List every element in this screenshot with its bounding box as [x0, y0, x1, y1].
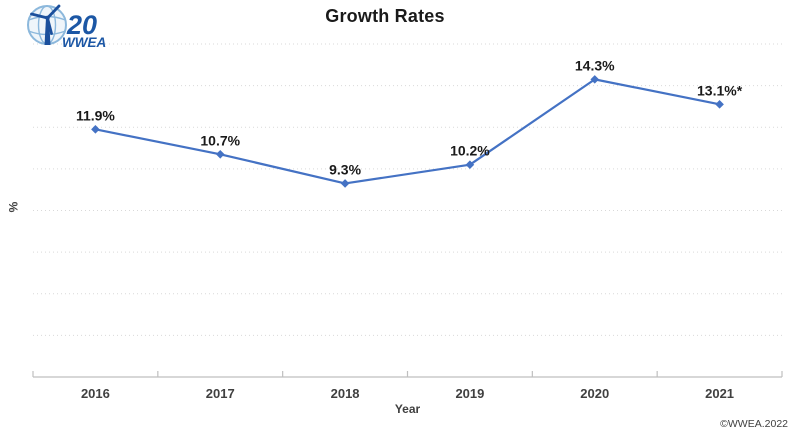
data-point-label-2016: 11.9% [76, 107, 115, 123]
data-point-label-2019: 10.2% [450, 143, 490, 159]
data-point-marker-2019 [465, 160, 475, 170]
logo-anniversary-number: 20 [66, 10, 97, 40]
x-tick-label-2021: 2021 [705, 386, 734, 401]
x-tick-label-2017: 2017 [206, 386, 235, 401]
data-point-marker-2020 [590, 75, 600, 84]
x-tick-label-2020: 2020 [580, 386, 609, 401]
data-point-marker-2018 [340, 179, 350, 188]
growth-rate-line [95, 78, 720, 185]
x-tick-label-2019: 2019 [455, 386, 484, 401]
chart-title: Growth Rates [325, 6, 445, 26]
copyright-text: ©WWEA.2022 [720, 418, 788, 430]
data-point-label-2021: 13.1%* [697, 82, 743, 98]
data-point-label-2018: 9.3% [329, 161, 361, 177]
data-point-marker-2017 [215, 150, 225, 159]
data-point-marker-2021 [715, 100, 724, 109]
data-point-label-2020: 14.3% [575, 57, 615, 73]
wwea-logo: 20 WWEA [27, 4, 106, 49]
data-point-label-2017: 10.7% [200, 132, 240, 148]
wind-turbine-icon [30, 4, 61, 45]
logo-org-name: WWEA [62, 35, 106, 49]
x-tick-label-2016: 2016 [81, 386, 110, 401]
x-tick-label-2018: 2018 [331, 386, 360, 401]
data-point-marker-2016 [91, 125, 100, 134]
y-axis-label: % [6, 201, 21, 213]
x-axis-label: Year [394, 402, 421, 416]
